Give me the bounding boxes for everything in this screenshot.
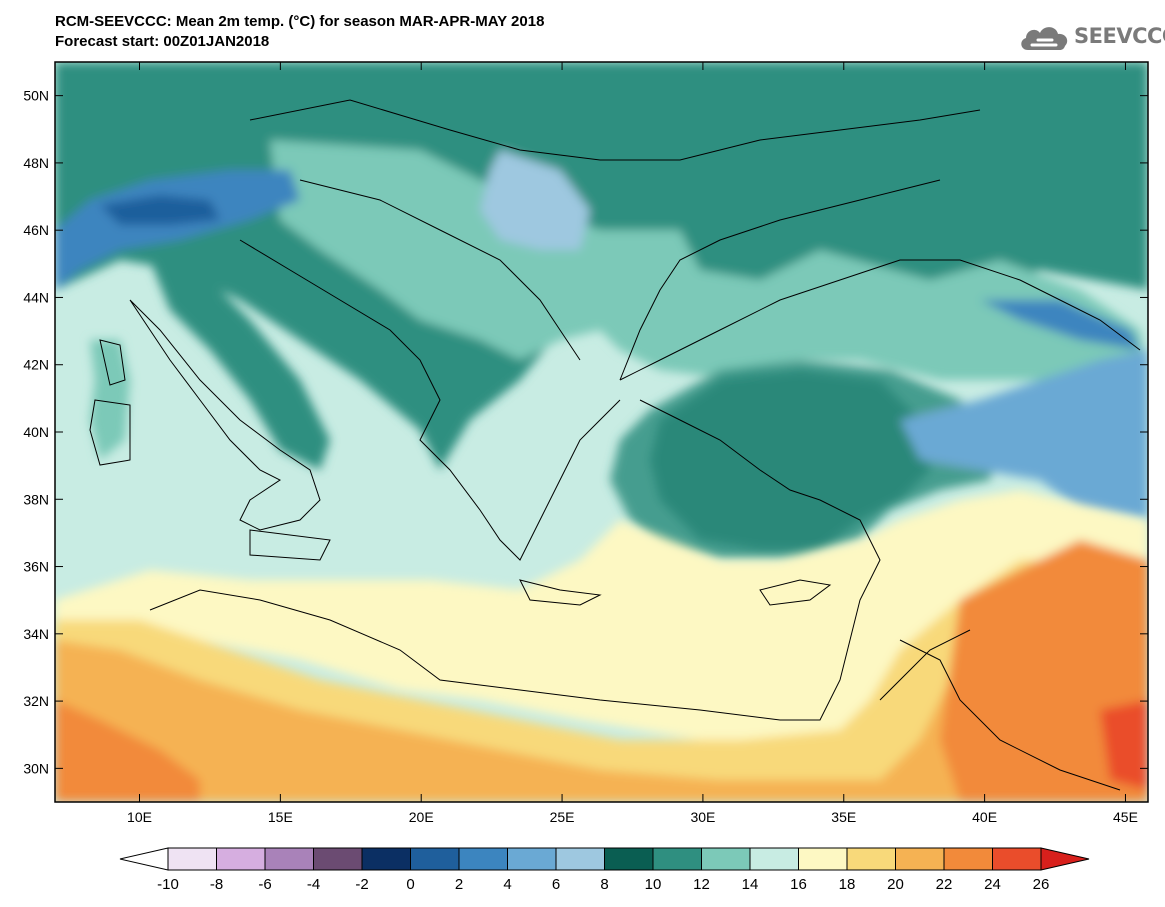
- field-0-6-alps: [55, 170, 300, 290]
- lon-tick-label: 35E: [831, 809, 856, 825]
- field-16-18: [55, 490, 1148, 740]
- colorbar-label: 24: [984, 876, 1001, 893]
- colorbar-label: 8: [600, 876, 608, 893]
- lat-tick-label: 50N: [23, 88, 49, 104]
- colorbar-label: -8: [210, 876, 223, 893]
- colorbar-label: -2: [355, 876, 368, 893]
- title-line-2: Forecast start: 00Z01JAN2018: [55, 33, 270, 50]
- colorbar-segment: [749, 847, 799, 871]
- lat-tick-label: 34N: [23, 626, 49, 642]
- lat-tick-label: 38N: [23, 491, 49, 507]
- seevccc-logo: SEEVCCC: [1018, 22, 1165, 54]
- colorbar-label: -10: [157, 876, 179, 893]
- colorbar-max-arrow: [1040, 847, 1090, 871]
- colorbar-label: 4: [503, 876, 511, 893]
- field-10-12-anatolia: [610, 360, 1000, 560]
- colorbar-segment: [507, 847, 557, 871]
- colorbar-label: -4: [307, 876, 320, 893]
- colorbar-label: 18: [839, 876, 856, 893]
- colorbar-label: 26: [1033, 876, 1050, 893]
- lon-tick-label: 40E: [972, 809, 997, 825]
- colorbar-segment: [798, 847, 848, 871]
- latitude-axis: 50N 48N 46N 44N 42N 40N 38N 36N 34N 32N 30N: [23, 88, 1148, 776]
- colorbar-label: 22: [936, 876, 953, 893]
- colorbar: -10 -8 -6 -4 -2 0 2 4 6 8 10 12 14 16 18 20 22 24 26: [119, 847, 1090, 893]
- colorbar-label: 6: [552, 876, 560, 893]
- field-12-14-islands: [90, 340, 130, 460]
- field-24-26: [1100, 700, 1148, 790]
- lon-tick-label: 25E: [550, 809, 575, 825]
- longitude-axis: 10E 15E 20E 25E 30E 35E 40E 45E: [127, 62, 1138, 825]
- colorbar-label: 14: [742, 876, 759, 893]
- lat-tick-label: 40N: [23, 424, 49, 440]
- colorbar-segment: [410, 847, 460, 871]
- map-plot-area: [55, 62, 1148, 802]
- colorbar-segment: [701, 847, 751, 871]
- colorbar-label: 16: [790, 876, 807, 893]
- lat-tick-label: 36N: [23, 559, 49, 575]
- colorbar-segment: [167, 847, 217, 871]
- logo-text: SEEVCCC: [1074, 24, 1165, 48]
- cloud-icon: [1021, 27, 1068, 50]
- colorbar-segment: [652, 847, 702, 871]
- colorbar-label: 12: [693, 876, 710, 893]
- colorbar-segment: [895, 847, 945, 871]
- lat-tick-label: 44N: [23, 289, 49, 305]
- lon-tick-label: 10E: [127, 809, 152, 825]
- lat-tick-label: 48N: [23, 155, 49, 171]
- field-2-4-caucasus: [980, 300, 1140, 350]
- colorbar-segment: [264, 847, 314, 871]
- lat-tick-label: 32N: [23, 693, 49, 709]
- colorbar-label: -6: [258, 876, 271, 893]
- colorbar-segment: [992, 847, 1042, 871]
- coastlines: [89, 99, 1141, 791]
- lon-tick-label: 45E: [1113, 809, 1138, 825]
- colorbar-label: 10: [645, 876, 662, 893]
- colorbar-segment: [555, 847, 605, 871]
- colorbar-segment: [361, 847, 411, 871]
- field-22-24: [55, 540, 1148, 802]
- colorbar-label: 0: [406, 876, 414, 893]
- colorbar-segment: [604, 847, 654, 871]
- lat-tick-label: 46N: [23, 222, 49, 238]
- colorbar-segment: [846, 847, 896, 871]
- field-20-22: [55, 560, 1148, 802]
- colorbar-segment: [943, 847, 993, 871]
- lon-tick-label: 30E: [690, 809, 715, 825]
- colorbar-label: 20: [887, 876, 904, 893]
- colorbar-segment: [458, 847, 508, 871]
- colorbar-min-arrow: [119, 847, 169, 871]
- field-4-8-east: [900, 350, 1148, 520]
- colorbar-segment: [216, 847, 266, 871]
- field-6-8-carpathians: [480, 150, 590, 250]
- lat-tick-label: 30N: [23, 760, 49, 776]
- map-title: RCM-SEEVCCC: Mean 2m temp. (°C) for seas…: [55, 12, 544, 52]
- lat-tick-label: 42N: [23, 357, 49, 373]
- field-minus2-alps: [100, 195, 220, 225]
- lon-tick-label: 15E: [268, 809, 293, 825]
- title-line-1: RCM-SEEVCCC: Mean 2m temp. (°C) for seas…: [55, 13, 545, 30]
- lon-tick-label: 20E: [409, 809, 434, 825]
- colorbar-segment: [313, 847, 363, 871]
- field-10-12-italy: [150, 260, 330, 470]
- colorbar-label: 2: [455, 876, 463, 893]
